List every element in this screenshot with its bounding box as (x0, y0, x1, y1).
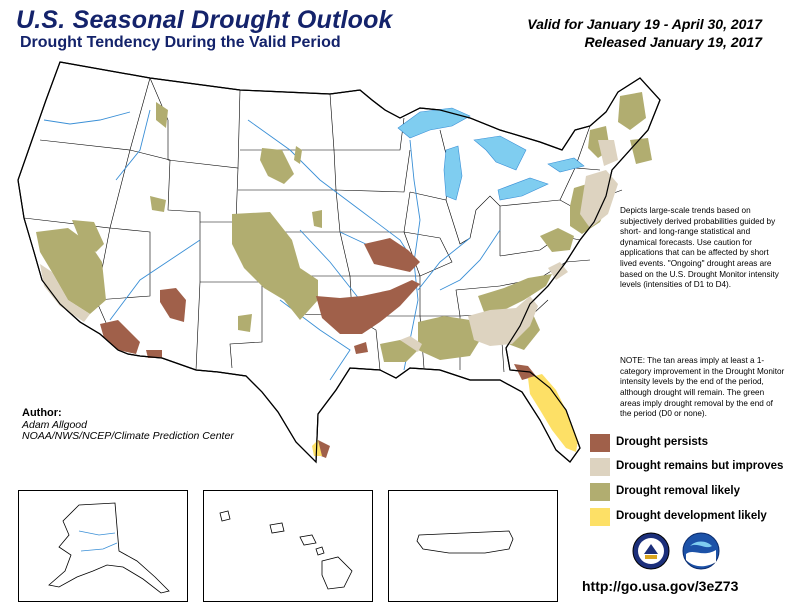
puerto-rico-inset (388, 490, 558, 602)
alaska-outline (48, 502, 170, 594)
author-block: Author: Adam Allgood NOAA/NWS/NCEP/Clima… (22, 407, 234, 443)
alaska-map (48, 502, 170, 594)
legend-label-persists: Drought persists (616, 436, 709, 448)
release-date: Released January 19, 2017 (584, 34, 762, 50)
note-text: NOTE: The tan areas imply at least a 1-c… (620, 348, 786, 428)
legend-swatch-removal (590, 483, 610, 501)
legend-label-improves: Drought remains but improves (616, 460, 784, 472)
legend-label-development: Drought development likely (616, 510, 767, 522)
us-outline (17, 61, 661, 464)
author-heading: Author: (22, 407, 62, 419)
noaa-logo-icon (682, 532, 720, 570)
description-text: Depicts large-scale trends based on subj… (620, 206, 786, 291)
alaska-river-2 (80, 542, 118, 552)
author-name: Adam Allgood (22, 418, 87, 431)
source-url[interactable]: http://go.usa.gov/3eZ73 (582, 578, 739, 594)
legend-swatch-development (590, 508, 610, 526)
valid-period: Valid for January 19 - April 30, 2017 (527, 16, 762, 32)
great-lakes (397, 107, 585, 201)
legend-label-removal: Drought removal likely (616, 485, 740, 497)
alaska-river (78, 530, 116, 536)
puerto-rico-map (416, 530, 514, 554)
description-paragraph: Depicts large-scale trends based on subj… (620, 206, 779, 290)
map-title: U.S. Seasonal Drought Outlook (16, 6, 393, 34)
legend-swatch-persists (590, 434, 610, 452)
alaska-inset (18, 490, 188, 602)
us-outline-top (17, 61, 661, 464)
drought-improves-areas (40, 140, 618, 352)
doc-seal-icon (632, 532, 670, 570)
map-subtitle: Drought Tendency During the Valid Period (20, 34, 341, 51)
drought-persists-areas (100, 238, 536, 458)
hawaii-map (219, 510, 353, 590)
puerto-rico-outline (416, 530, 514, 554)
hawaii-inset (203, 490, 373, 602)
author-organization: NOAA/NWS/NCEP/Climate Prediction Center (22, 430, 234, 442)
note-paragraph: NOTE: The tan areas imply at least a 1-c… (620, 356, 785, 419)
hawaii-islands (219, 510, 353, 590)
legend-swatch-improves (590, 458, 610, 476)
